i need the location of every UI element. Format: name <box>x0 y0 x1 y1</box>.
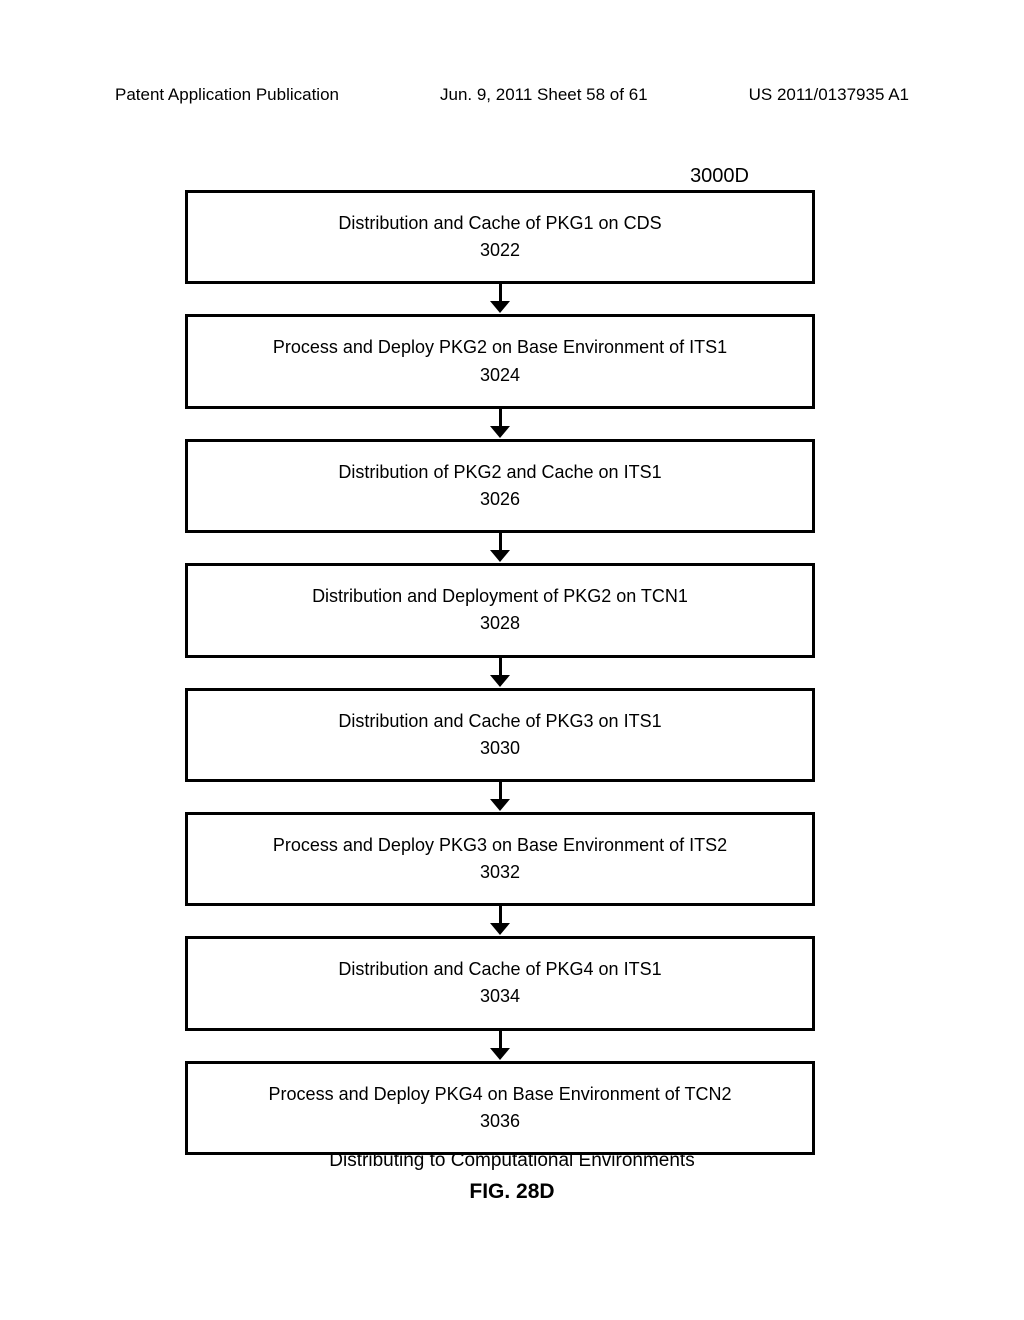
header-center: Jun. 9, 2011 Sheet 58 of 61 <box>440 85 648 105</box>
step-title: Distribution and Cache of PKG4 on ITS1 <box>338 959 661 979</box>
flow-arrow <box>185 283 815 315</box>
figure-label: FIG. 28D <box>0 1180 1024 1204</box>
step-number: 3026 <box>208 487 792 512</box>
step-title: Process and Deploy PKG2 on Base Environm… <box>273 337 727 357</box>
page-header: Patent Application Publication Jun. 9, 2… <box>0 85 1024 105</box>
figure-caption: Distributing to Computational Environmen… <box>0 1150 1024 1172</box>
step-title: Distribution and Cache of PKG3 on ITS1 <box>338 711 661 731</box>
header-left: Patent Application Publication <box>115 85 339 105</box>
flow-step: Distribution and Cache of PKG1 on CDS 30… <box>185 190 815 284</box>
step-title: Process and Deploy PKG4 on Base Environm… <box>269 1084 732 1104</box>
flow-arrow <box>185 1030 815 1062</box>
step-number: 3032 <box>208 860 792 885</box>
flow-step: Distribution and Deployment of PKG2 on T… <box>185 563 815 657</box>
flowchart-container: Distribution and Cache of PKG1 on CDS 30… <box>185 190 815 1155</box>
flow-arrow <box>185 408 815 440</box>
step-number: 3024 <box>208 363 792 388</box>
flow-arrow <box>185 532 815 564</box>
flow-step: Distribution and Cache of PKG3 on ITS1 3… <box>185 688 815 782</box>
step-title: Distribution of PKG2 and Cache on ITS1 <box>338 462 661 482</box>
step-number: 3030 <box>208 736 792 761</box>
step-title: Process and Deploy PKG3 on Base Environm… <box>273 835 727 855</box>
flow-step: Distribution of PKG2 and Cache on ITS1 3… <box>185 439 815 533</box>
flow-arrow <box>185 905 815 937</box>
figure-id: 3000D <box>690 165 749 188</box>
header-right: US 2011/0137935 A1 <box>749 85 909 105</box>
step-title: Distribution and Deployment of PKG2 on T… <box>312 586 688 606</box>
flow-arrow <box>185 781 815 813</box>
flow-step: Process and Deploy PKG2 on Base Environm… <box>185 314 815 408</box>
step-number: 3034 <box>208 984 792 1009</box>
step-number: 3036 <box>208 1109 792 1134</box>
flow-step: Distribution and Cache of PKG4 on ITS1 3… <box>185 936 815 1030</box>
step-number: 3028 <box>208 611 792 636</box>
flow-step: Process and Deploy PKG4 on Base Environm… <box>185 1061 815 1155</box>
step-number: 3022 <box>208 238 792 263</box>
flow-step: Process and Deploy PKG3 on Base Environm… <box>185 812 815 906</box>
step-title: Distribution and Cache of PKG1 on CDS <box>338 213 661 233</box>
flow-arrow <box>185 657 815 689</box>
